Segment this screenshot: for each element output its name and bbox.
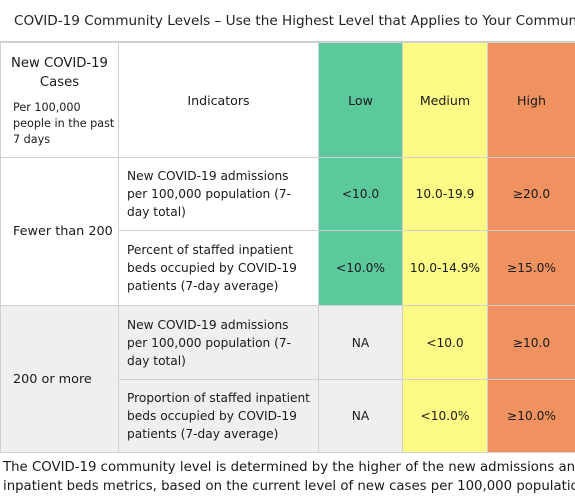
- footer-line-1: The COVID-19 community level is determin…: [3, 460, 575, 475]
- medium-value-cell: <10.0: [402, 305, 488, 380]
- header-row: New COVID-19 Cases Per 100,000 people in…: [0, 42, 575, 158]
- table-row: Proportion of staffed inpatient beds occ…: [1, 379, 575, 453]
- community-levels-table: New COVID-19 Cases Per 100,000 people in…: [0, 42, 575, 453]
- high-value-cell: ≥15.0%: [487, 230, 575, 306]
- low-value-cell: NA: [318, 379, 403, 453]
- group-label-fewer-than-200: Fewer than 200: [0, 157, 119, 306]
- group-label-200-or-more: 200 or more: [0, 305, 119, 453]
- header-high: High: [487, 42, 575, 158]
- table-row: 200 or more New COVID-19 admissions per …: [0, 305, 575, 453]
- footer-line-2: inpatient beds metrics, based on the cur…: [3, 478, 575, 494]
- indicator-cell: New COVID-19 admissions per 100,000 popu…: [118, 157, 319, 231]
- low-value-cell: NA: [318, 305, 403, 380]
- indicator-cell: New COVID-19 admissions per 100,000 popu…: [118, 305, 319, 380]
- medium-value-cell: 10.0-19.9: [402, 157, 488, 231]
- header-cases-cell: New COVID-19 Cases Per 100,000 people in…: [0, 42, 119, 158]
- page-title: COVID-19 Community Levels – Use the High…: [0, 0, 575, 42]
- header-cases-sub: Per 100,000 people in the past 7 days: [13, 101, 115, 146]
- table-row: Percent of staffed inpatient beds occupi…: [1, 230, 575, 306]
- high-value-cell: ≥10.0%: [487, 379, 575, 453]
- header-medium: Medium: [402, 42, 488, 158]
- indicator-cell: Proportion of staffed inpatient beds occ…: [118, 379, 319, 453]
- header-cases-label: New COVID-19 Cases: [11, 56, 108, 90]
- medium-value-cell: <10.0%: [402, 379, 488, 453]
- indicator-cell: Percent of staffed inpatient beds occupi…: [118, 230, 319, 306]
- high-value-cell: ≥20.0: [487, 157, 575, 231]
- low-value-cell: <10.0: [318, 157, 403, 231]
- high-value-cell: ≥10.0: [487, 305, 575, 380]
- header-low: Low: [318, 42, 403, 158]
- footer-note: The COVID-19 community level is determin…: [3, 459, 575, 496]
- title-text: COVID-19 Community Levels – Use the High…: [14, 12, 575, 29]
- low-value-cell: <10.0%: [318, 230, 403, 306]
- medium-value-cell: 10.0-14.9%: [402, 230, 488, 306]
- header-indicators: Indicators: [118, 42, 319, 158]
- table-row: Fewer than 200 New COVID-19 admissions p…: [0, 157, 575, 306]
